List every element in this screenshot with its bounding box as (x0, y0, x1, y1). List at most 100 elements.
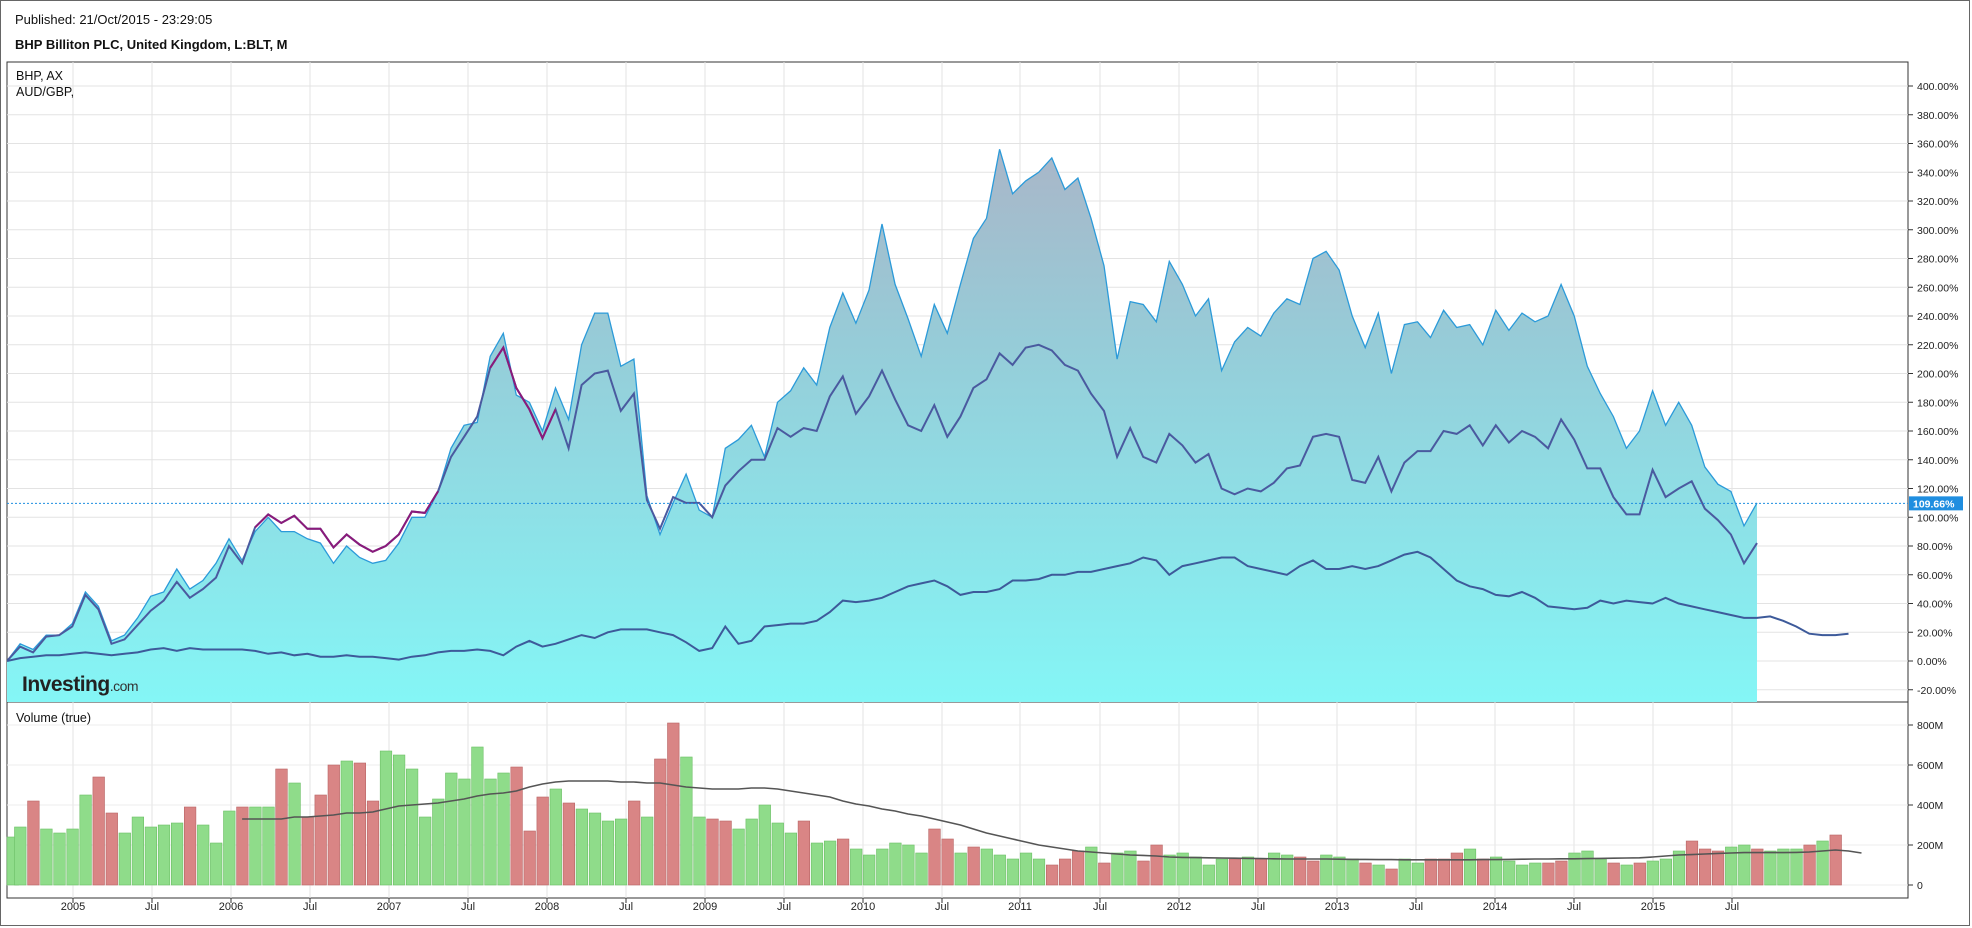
volume-bar (405, 768, 419, 886)
volume-bar (171, 822, 184, 886)
volume-bar (954, 852, 967, 886)
volume-bar (1437, 858, 1450, 886)
volume-bar (1189, 856, 1202, 886)
volume-bar (458, 778, 471, 886)
y-tick-label: 20.00% (1917, 627, 1953, 639)
y-tick-label: 120.00% (1917, 484, 1958, 496)
volume-bar (1620, 864, 1633, 886)
volume-bar (1829, 834, 1842, 886)
volume-bar (536, 796, 549, 886)
y-tick-label: 340.00% (1917, 167, 1958, 179)
y-tick-label: 360.00% (1917, 139, 1958, 151)
volume-bar (1006, 858, 1019, 886)
volume-bar (223, 810, 236, 886)
volume-bar (1333, 856, 1346, 886)
volume-bar (745, 818, 758, 886)
volume-bar (92, 776, 105, 886)
volume-bar (1646, 860, 1659, 886)
volume-bar (771, 822, 784, 886)
volume-bar (1542, 862, 1555, 886)
volume-bars-layer (6, 722, 1862, 886)
volume-bar (654, 758, 667, 886)
volume-bar (1672, 850, 1686, 886)
volume-bar (210, 842, 223, 886)
volume-bar (79, 794, 92, 886)
volume-bar (275, 768, 288, 886)
x-tick-label: 2012 (1167, 901, 1191, 913)
volume-bar (1228, 858, 1241, 886)
volume-bar (1816, 840, 1829, 886)
volume-bar (1346, 858, 1359, 886)
volume-bar (980, 848, 993, 886)
volume-bar (523, 830, 536, 886)
volume-bar (1032, 858, 1046, 886)
volume-bar (863, 854, 876, 886)
volume-bar (392, 754, 406, 886)
legend-audgbp: AUD/GBP, (16, 85, 75, 99)
volume-bar (1268, 852, 1281, 886)
volume-bar (549, 788, 562, 886)
volume-bar (719, 820, 732, 886)
volume-bar (1764, 850, 1777, 886)
volume-bar (1463, 848, 1477, 886)
volume-bar (850, 848, 863, 886)
series-line-bhp-highlight (254, 490, 439, 553)
volume-bar (1254, 858, 1268, 886)
line-series-layer (7, 343, 1849, 662)
y-tick-label: 40.00% (1917, 599, 1953, 611)
logo-domain: .com (109, 678, 139, 694)
volume-bar (1241, 856, 1255, 886)
volume-bar (1477, 858, 1490, 886)
volume-moving-average (242, 780, 1862, 861)
volume-bar (1098, 862, 1111, 886)
x-tick-label: 2008 (535, 901, 559, 913)
volume-bar (1712, 850, 1725, 886)
volume-bar (419, 816, 432, 886)
volume-tick-label: 0 (1917, 880, 1923, 892)
volume-bar (53, 832, 66, 886)
volume-bar (1307, 860, 1320, 886)
x-tick-label: Jul (461, 901, 475, 913)
volume-bar (301, 816, 314, 886)
volume-bar (484, 778, 497, 886)
volume-bar (1137, 860, 1150, 886)
x-tick-label: 2006 (219, 901, 243, 913)
volume-bar (131, 816, 145, 886)
volume-tick-label: 600M (1917, 760, 1943, 772)
current-value-marker: 109.66% (7, 496, 1963, 511)
legend-bhp: BHP, AX (16, 69, 64, 83)
volume-bar (497, 772, 510, 886)
volume-bar (1503, 860, 1516, 886)
y-tick-label: 220.00% (1917, 340, 1958, 352)
volume-bar (797, 820, 810, 886)
x-tick-label: Jul (1567, 901, 1581, 913)
x-tick-label: 2009 (693, 901, 717, 913)
volume-bar (288, 782, 301, 886)
volume-bar (1320, 854, 1333, 886)
x-tick-label: Jul (303, 901, 317, 913)
y-tick-label: 280.00% (1917, 254, 1958, 266)
x-tick-label: Jul (1409, 901, 1423, 913)
volume-bar (758, 804, 771, 886)
y-tick-label: 180.00% (1917, 397, 1958, 409)
volume-bar (1215, 858, 1228, 886)
volume-bar (1124, 850, 1137, 886)
volume-bar (1202, 864, 1215, 886)
y-tick-label: 240.00% (1917, 311, 1958, 323)
volume-bar (40, 828, 53, 886)
volume-bar (249, 806, 262, 886)
y-tick-label: 200.00% (1917, 369, 1958, 381)
x-tick-label: Jul (1093, 901, 1107, 913)
volume-bar (353, 762, 367, 886)
volume-bar (1738, 844, 1751, 886)
volume-bar (732, 828, 745, 886)
volume-bar (1529, 862, 1542, 886)
series-line-bhp-highlight (489, 345, 557, 441)
chart-title: BHP Billiton PLC, United Kingdom, L:BLT,… (15, 37, 288, 52)
volume-bar (667, 722, 680, 886)
volume-bar (432, 798, 445, 886)
y-tick-label: 60.00% (1917, 570, 1953, 582)
volume-bar (366, 800, 380, 886)
